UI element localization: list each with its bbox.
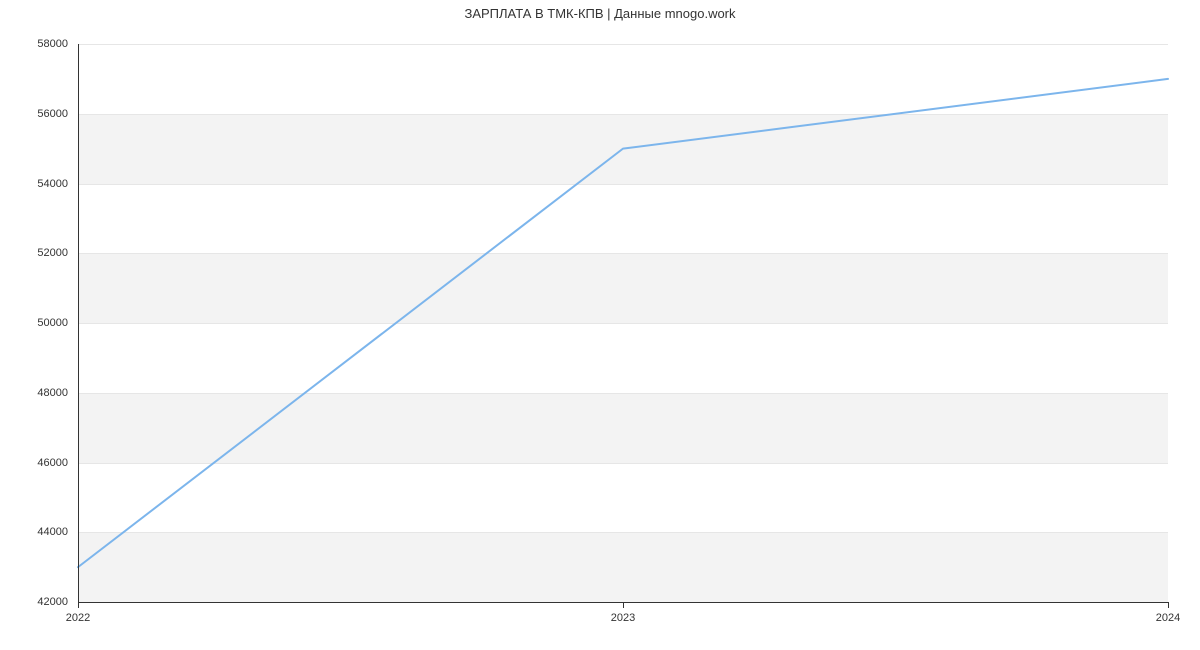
x-tick-label: 2022 xyxy=(66,612,90,624)
y-tick-label: 54000 xyxy=(0,178,68,190)
x-tick-mark xyxy=(1168,602,1169,608)
y-tick-label: 58000 xyxy=(0,38,68,50)
plot-area xyxy=(78,44,1168,602)
y-tick-label: 50000 xyxy=(0,317,68,329)
x-tick-label: 2024 xyxy=(1156,612,1180,624)
chart-title: ЗАРПЛАТА В ТМК-КПВ | Данные mnogo.work xyxy=(0,6,1200,21)
salary-line-chart: ЗАРПЛАТА В ТМК-КПВ | Данные mnogo.work 4… xyxy=(0,0,1200,650)
y-axis-line xyxy=(78,44,79,602)
line-layer xyxy=(78,44,1168,602)
series-line-salary xyxy=(78,79,1168,567)
y-tick-label: 42000 xyxy=(0,596,68,608)
y-tick-label: 46000 xyxy=(0,457,68,469)
y-tick-label: 52000 xyxy=(0,247,68,259)
y-tick-label: 44000 xyxy=(0,526,68,538)
x-tick-label: 2023 xyxy=(611,612,635,624)
y-tick-label: 56000 xyxy=(0,108,68,120)
x-axis-line xyxy=(78,602,1168,603)
y-tick-label: 48000 xyxy=(0,387,68,399)
